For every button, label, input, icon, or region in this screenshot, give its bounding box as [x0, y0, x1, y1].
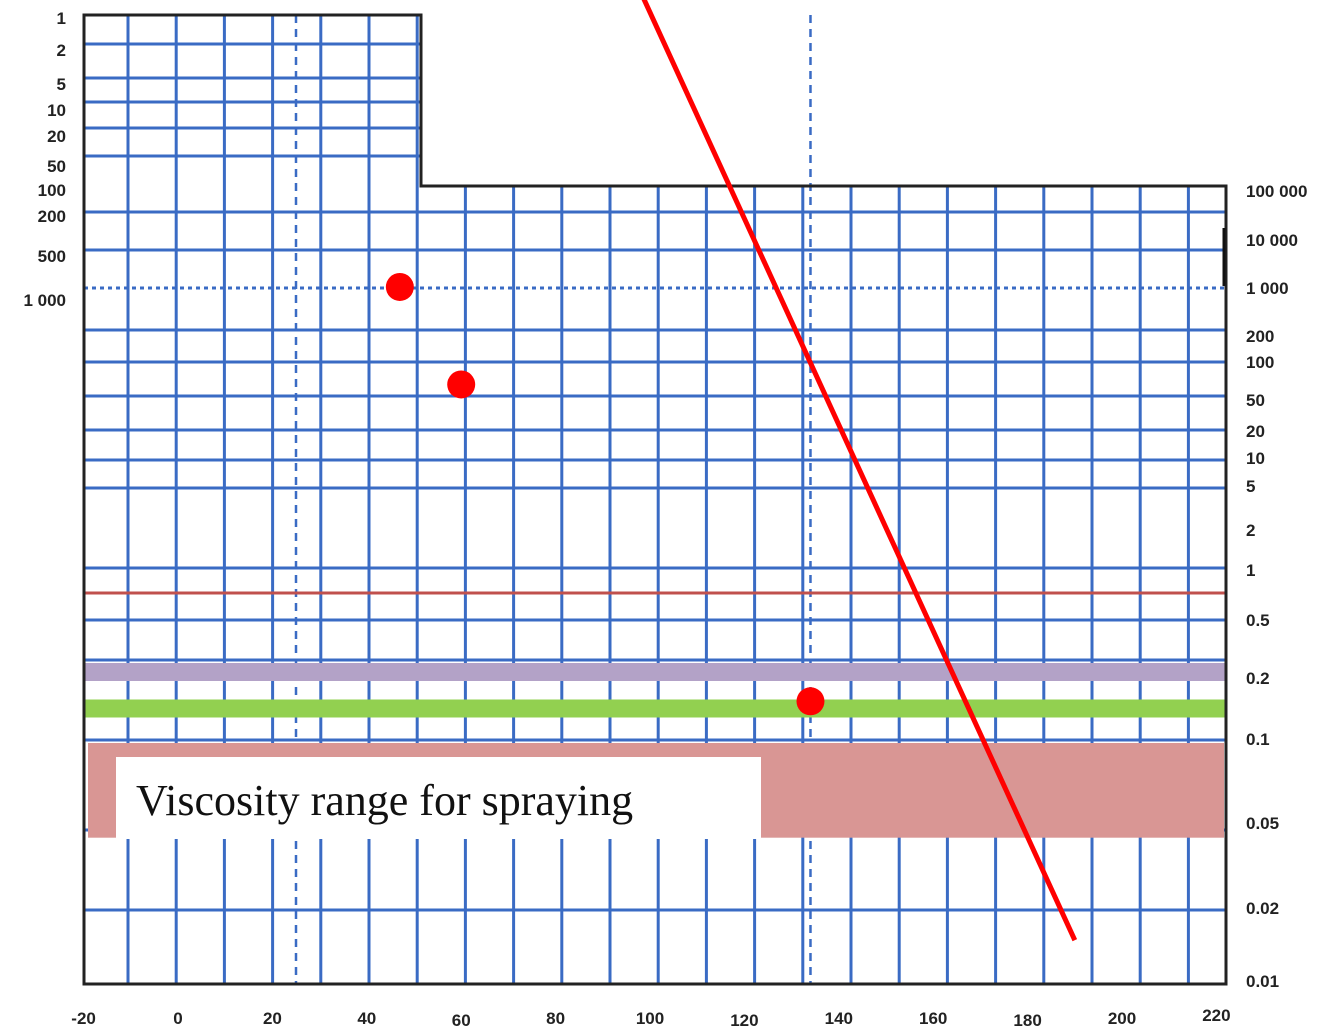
right-tick-label: 1 000: [1246, 279, 1289, 298]
x-tick-label: 40: [357, 1009, 376, 1028]
series-line: [641, 0, 1078, 942]
annotation-box: [116, 757, 761, 839]
right-tick-label: 0.5: [1246, 611, 1270, 630]
left-tick-label: 5: [57, 75, 66, 94]
x-axis-ticks: -20 0 20 40 60 80 100 120 140 160 180 200 220: [71, 1006, 1230, 1030]
series-viscosity-line: [385, 0, 1078, 942]
left-tick-label: 200: [38, 207, 66, 226]
x-tick-label: 0: [173, 1009, 182, 1028]
data-point: [796, 687, 825, 716]
x-tick-label: 200: [1108, 1009, 1136, 1028]
frame-outline: [82, 13, 1228, 986]
right-tick-label: 0.02: [1246, 899, 1279, 918]
left-tick-label: 500: [38, 247, 66, 266]
right-tick-label: 100: [1246, 353, 1274, 372]
left-tick-label: 2: [57, 41, 66, 60]
grid-lines: [84, 15, 1226, 984]
left-tick-label: 20: [47, 127, 66, 146]
right-tick-label: 1: [1246, 561, 1255, 580]
right-tick-label: 2: [1246, 521, 1255, 540]
right-tick-label: 50: [1246, 391, 1265, 410]
x-tick-label: 180: [1013, 1011, 1041, 1030]
right-tick-label: 200: [1246, 327, 1274, 346]
x-tick-label: 140: [825, 1009, 853, 1028]
x-tick-label: 220: [1202, 1006, 1230, 1025]
data-point: [447, 370, 476, 399]
right-axis-ticks: 100 000 10 000 1 000 200 100 50 20 10 5 2 1 0.5 0.2 0…: [1246, 182, 1307, 991]
left-tick-label: 100: [38, 181, 66, 200]
x-tick-label: -20: [71, 1009, 96, 1028]
right-tick-label: 20: [1246, 422, 1265, 441]
x-tick-label: 20: [263, 1009, 282, 1028]
left-tick-label: 50: [47, 157, 66, 176]
annotation-label: Viscosity range for spraying: [136, 776, 633, 825]
right-tick-label: 0.2: [1246, 669, 1270, 688]
left-tick-label: 10: [47, 101, 66, 120]
left-axis-ticks: 1 2 5 10 20 50 100 200 500 1 000: [23, 9, 66, 310]
plot-frame: [82, 13, 1228, 986]
reference-bands: [84, 591, 1226, 718]
right-tick-label: 100 000: [1246, 182, 1307, 201]
right-tick-label: 0.05: [1246, 814, 1279, 833]
x-tick-label: 120: [730, 1011, 758, 1030]
right-tick-label: 5: [1246, 477, 1255, 496]
right-tick-label: 10: [1246, 449, 1265, 468]
x-tick-label: 160: [919, 1009, 947, 1028]
x-tick-label: 80: [546, 1009, 565, 1028]
data-point: [385, 272, 414, 301]
x-tick-label: 100: [636, 1009, 664, 1028]
right-tick-label: 0.01: [1246, 972, 1279, 991]
left-tick-label: 1: [57, 9, 66, 28]
right-tick-label: 0.1: [1246, 730, 1270, 749]
x-tick-label: 60: [452, 1011, 471, 1030]
right-tick-label: 10 000: [1246, 231, 1298, 250]
left-tick-label: 1 000: [23, 291, 66, 310]
